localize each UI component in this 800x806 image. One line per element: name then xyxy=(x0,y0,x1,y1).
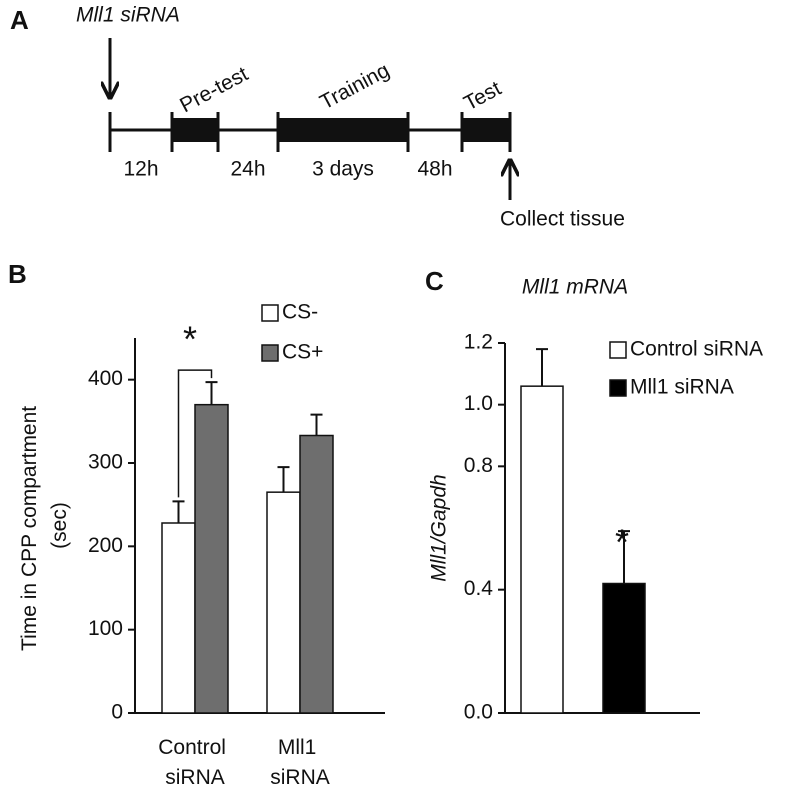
legend-swatch xyxy=(261,344,279,362)
bar xyxy=(520,385,564,714)
interval-label: 24h xyxy=(230,158,265,181)
bar xyxy=(602,582,646,714)
interval-label: 3 days xyxy=(312,158,374,181)
legend-swatch xyxy=(609,379,627,397)
interval-label: 12h xyxy=(123,158,158,181)
timeline-ticks xyxy=(108,112,512,152)
chart-title: Mll1 mRNA xyxy=(522,276,628,299)
y-axis-label: Mll1/Gapdh xyxy=(428,474,451,581)
y-axis-label: Time in CPP compartment (sec) xyxy=(18,400,71,651)
phase-label: Test xyxy=(460,77,505,115)
bar xyxy=(266,491,301,714)
y-tick-label: 400 xyxy=(88,367,123,390)
legend-swatch xyxy=(261,304,279,322)
y-tick-label: 300 xyxy=(88,451,123,474)
y-tick-label: 0 xyxy=(111,701,123,724)
x-tick-label: Control siRNA xyxy=(158,736,232,789)
error-bar xyxy=(205,381,218,405)
significance-bracket xyxy=(177,369,213,498)
y-tick-label: 0.4 xyxy=(464,577,494,600)
legend-label: Control siRNA xyxy=(630,338,763,361)
significance-mark: * xyxy=(615,522,629,563)
y-tick-label: 0.8 xyxy=(464,454,493,477)
significance-mark: * xyxy=(183,319,197,360)
y-tick-label: 1.0 xyxy=(464,392,493,415)
error-bar xyxy=(618,530,630,584)
y-tick-label: 1.2 xyxy=(464,331,493,354)
y-tick-label: 0.0 xyxy=(464,701,493,724)
collect-label: Collect tissue xyxy=(500,208,625,231)
error-bar xyxy=(536,348,548,387)
error-bar xyxy=(172,500,185,523)
phase-block xyxy=(278,118,408,142)
phase-block xyxy=(172,118,218,142)
legend-swatch xyxy=(609,341,627,359)
legend-label: CS- xyxy=(282,301,318,324)
phase-label: Pre-test xyxy=(176,62,252,117)
error-bar xyxy=(310,413,323,436)
interval-label: 48h xyxy=(417,158,452,181)
panel-label: A xyxy=(10,5,29,35)
injection-label: Mll1 siRNA xyxy=(76,4,180,27)
bar xyxy=(161,522,196,714)
y-tick-label: 100 xyxy=(88,617,123,640)
panel-label: B xyxy=(8,259,27,289)
bar xyxy=(194,403,229,714)
legend-label: Mll1 siRNA xyxy=(630,376,734,399)
phase-label: Training xyxy=(316,59,393,115)
legend-label: CS+ xyxy=(282,341,323,364)
y-tick-label: 200 xyxy=(88,534,123,557)
phase-block xyxy=(462,118,510,142)
x-tick-label: Mll1 siRNA xyxy=(270,736,330,789)
error-bar xyxy=(277,466,290,493)
panel-label: C xyxy=(425,266,444,296)
bar xyxy=(299,434,334,714)
